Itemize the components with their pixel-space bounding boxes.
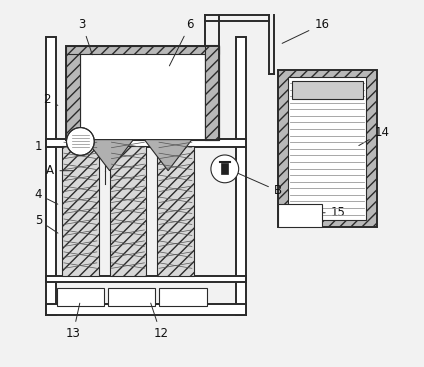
Bar <box>46 37 56 315</box>
Bar <box>62 146 99 276</box>
Text: B: B <box>234 172 282 197</box>
Bar <box>278 70 377 228</box>
Text: 2: 2 <box>43 93 58 106</box>
Circle shape <box>211 155 239 183</box>
Text: A: A <box>46 164 73 177</box>
Text: 6: 6 <box>169 18 194 66</box>
Bar <box>205 46 219 139</box>
Text: 16: 16 <box>282 18 329 43</box>
Bar <box>288 77 366 220</box>
Circle shape <box>67 128 94 155</box>
Polygon shape <box>144 139 192 171</box>
Bar <box>110 146 146 276</box>
Bar <box>278 204 322 228</box>
Bar <box>157 146 194 276</box>
Text: 14: 14 <box>359 126 390 146</box>
Text: 15: 15 <box>306 206 346 219</box>
Polygon shape <box>86 139 134 171</box>
Bar <box>66 46 219 139</box>
Bar <box>57 288 104 306</box>
Bar <box>66 46 81 139</box>
Bar <box>292 81 363 99</box>
Bar <box>46 276 246 282</box>
Text: 3: 3 <box>78 18 92 55</box>
Bar <box>46 304 246 315</box>
Bar <box>81 46 205 139</box>
Bar <box>159 288 206 306</box>
Text: 1: 1 <box>35 141 50 153</box>
Text: 4: 4 <box>35 188 58 204</box>
Bar <box>236 37 246 315</box>
Text: 13: 13 <box>66 303 81 340</box>
Bar <box>46 139 246 147</box>
Bar <box>108 288 155 306</box>
Text: 5: 5 <box>35 214 58 233</box>
Text: 12: 12 <box>151 303 168 340</box>
Bar <box>221 163 229 174</box>
Bar <box>205 44 219 139</box>
Bar <box>66 46 219 54</box>
